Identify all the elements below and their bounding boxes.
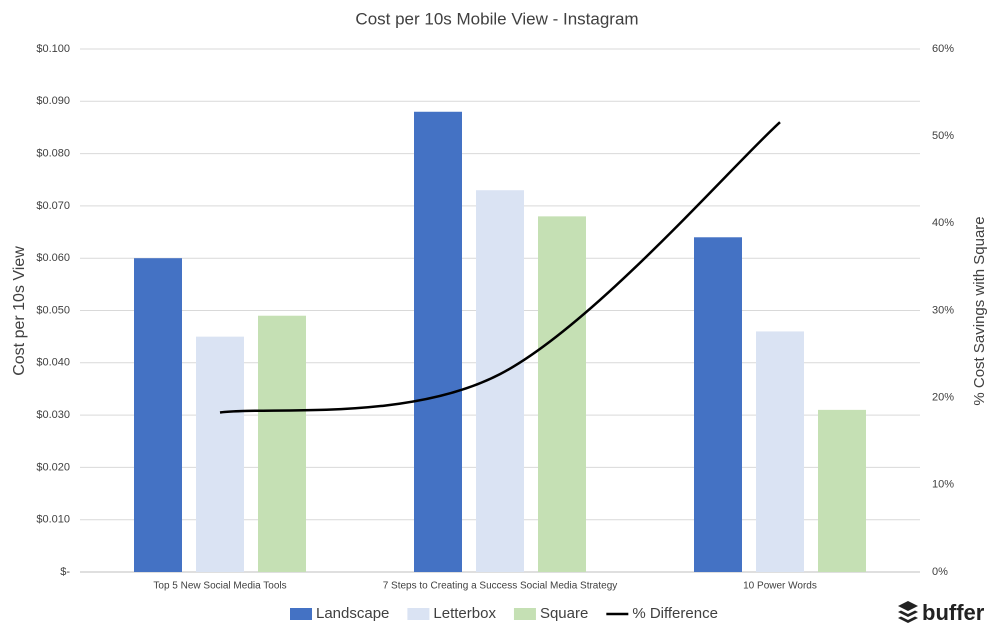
legend-swatch bbox=[513, 608, 536, 620]
y-tick-label: $0.100 bbox=[36, 43, 70, 55]
legend-item: Square bbox=[513, 605, 588, 622]
y2-tick-label: 10% bbox=[932, 479, 954, 491]
y-tick-label: $0.090 bbox=[36, 95, 70, 107]
y-tick-label: $0.050 bbox=[36, 304, 70, 316]
bar bbox=[818, 409, 866, 572]
y-tick-label: $0.040 bbox=[36, 357, 70, 369]
y2-tick-label: 0% bbox=[932, 566, 948, 578]
bar bbox=[134, 258, 182, 572]
y2-tick-label: 40% bbox=[932, 217, 954, 229]
legend-swatch bbox=[407, 608, 430, 620]
x-tick-label: Top 5 New Social Media Tools bbox=[153, 581, 286, 592]
y-tick-label: $0.060 bbox=[36, 252, 70, 264]
bar bbox=[694, 237, 742, 572]
y-tick-label: $0.080 bbox=[36, 148, 70, 160]
chart-title: Cost per 10s Mobile View - Instagram bbox=[355, 9, 638, 28]
brand-logo: buffer bbox=[898, 600, 985, 625]
y-tick-label: $0.010 bbox=[36, 514, 70, 526]
logo-icon bbox=[898, 601, 918, 623]
legend-label: Landscape bbox=[316, 605, 389, 622]
y2-tick-label: 20% bbox=[932, 392, 954, 404]
brand-name: buffer bbox=[922, 600, 985, 625]
legend-label: % Difference bbox=[632, 605, 718, 622]
legend-swatch bbox=[290, 608, 312, 620]
bar bbox=[196, 336, 244, 572]
legend-label: Letterbox bbox=[433, 605, 496, 622]
x-tick-label: 10 Power Words bbox=[743, 581, 817, 592]
y2-tick-label: 50% bbox=[932, 130, 954, 142]
legend-label: Square bbox=[540, 605, 588, 622]
y-axis-label: Cost per 10s View bbox=[11, 246, 28, 376]
legend-item: Letterbox bbox=[407, 605, 496, 622]
line bbox=[219, 121, 781, 414]
y-tick-label: $0.030 bbox=[36, 409, 70, 421]
bar bbox=[414, 111, 462, 572]
y-tick-label: $0.070 bbox=[36, 200, 70, 212]
y-tick-label: $0.020 bbox=[36, 461, 70, 473]
y-tick-label: $- bbox=[60, 566, 70, 578]
y2-axis-label: % Cost Savings with Square bbox=[971, 216, 988, 405]
y2-tick-label: 60% bbox=[932, 43, 954, 55]
bar bbox=[538, 216, 586, 573]
y2-tick-label: 30% bbox=[932, 304, 954, 316]
bar bbox=[258, 315, 306, 572]
x-tick-label: 7 Steps to Creating a Success Social Med… bbox=[383, 581, 618, 592]
legend-item: % Difference bbox=[606, 605, 718, 622]
legend-item: Landscape bbox=[290, 605, 389, 622]
bar bbox=[756, 331, 804, 572]
